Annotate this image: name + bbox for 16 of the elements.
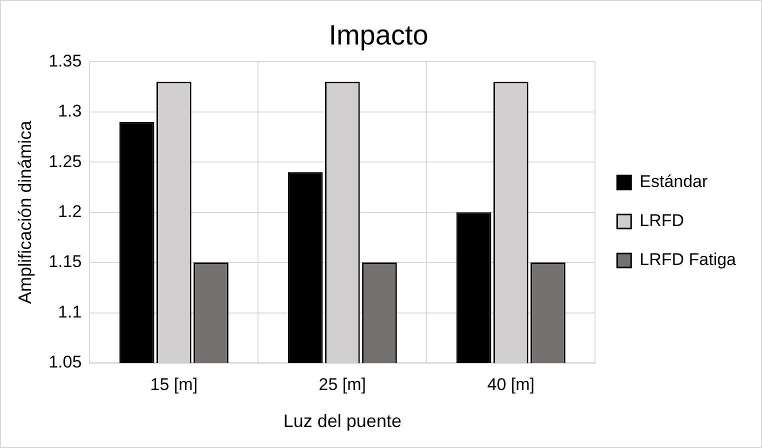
y-tick-label: 1.05: [48, 352, 82, 372]
y-tick-label: 1.25: [48, 152, 82, 171]
x-axis-title: Luz del puente: [283, 411, 402, 432]
y-tick-label: 1.3: [58, 102, 82, 121]
y-tick-label: 1.1: [58, 302, 82, 322]
y-tick-label: 1.15: [48, 252, 82, 272]
x-tick-label: 25 [m]: [318, 374, 366, 394]
y-tick-label: 1.35: [48, 51, 82, 70]
legend-label: LRFD: [640, 211, 684, 230]
chart-title: Impacto: [328, 20, 428, 51]
legend-label: Estándar: [640, 172, 708, 192]
y-tick-label: 1.2: [58, 202, 82, 221]
x-tick-label: 40 [m]: [487, 374, 535, 394]
y-axis-title: Amplificación dinámica: [14, 120, 35, 304]
x-tick-label: 15 [m]: [150, 374, 198, 394]
legend-label: LRFD Fatiga: [640, 250, 737, 270]
